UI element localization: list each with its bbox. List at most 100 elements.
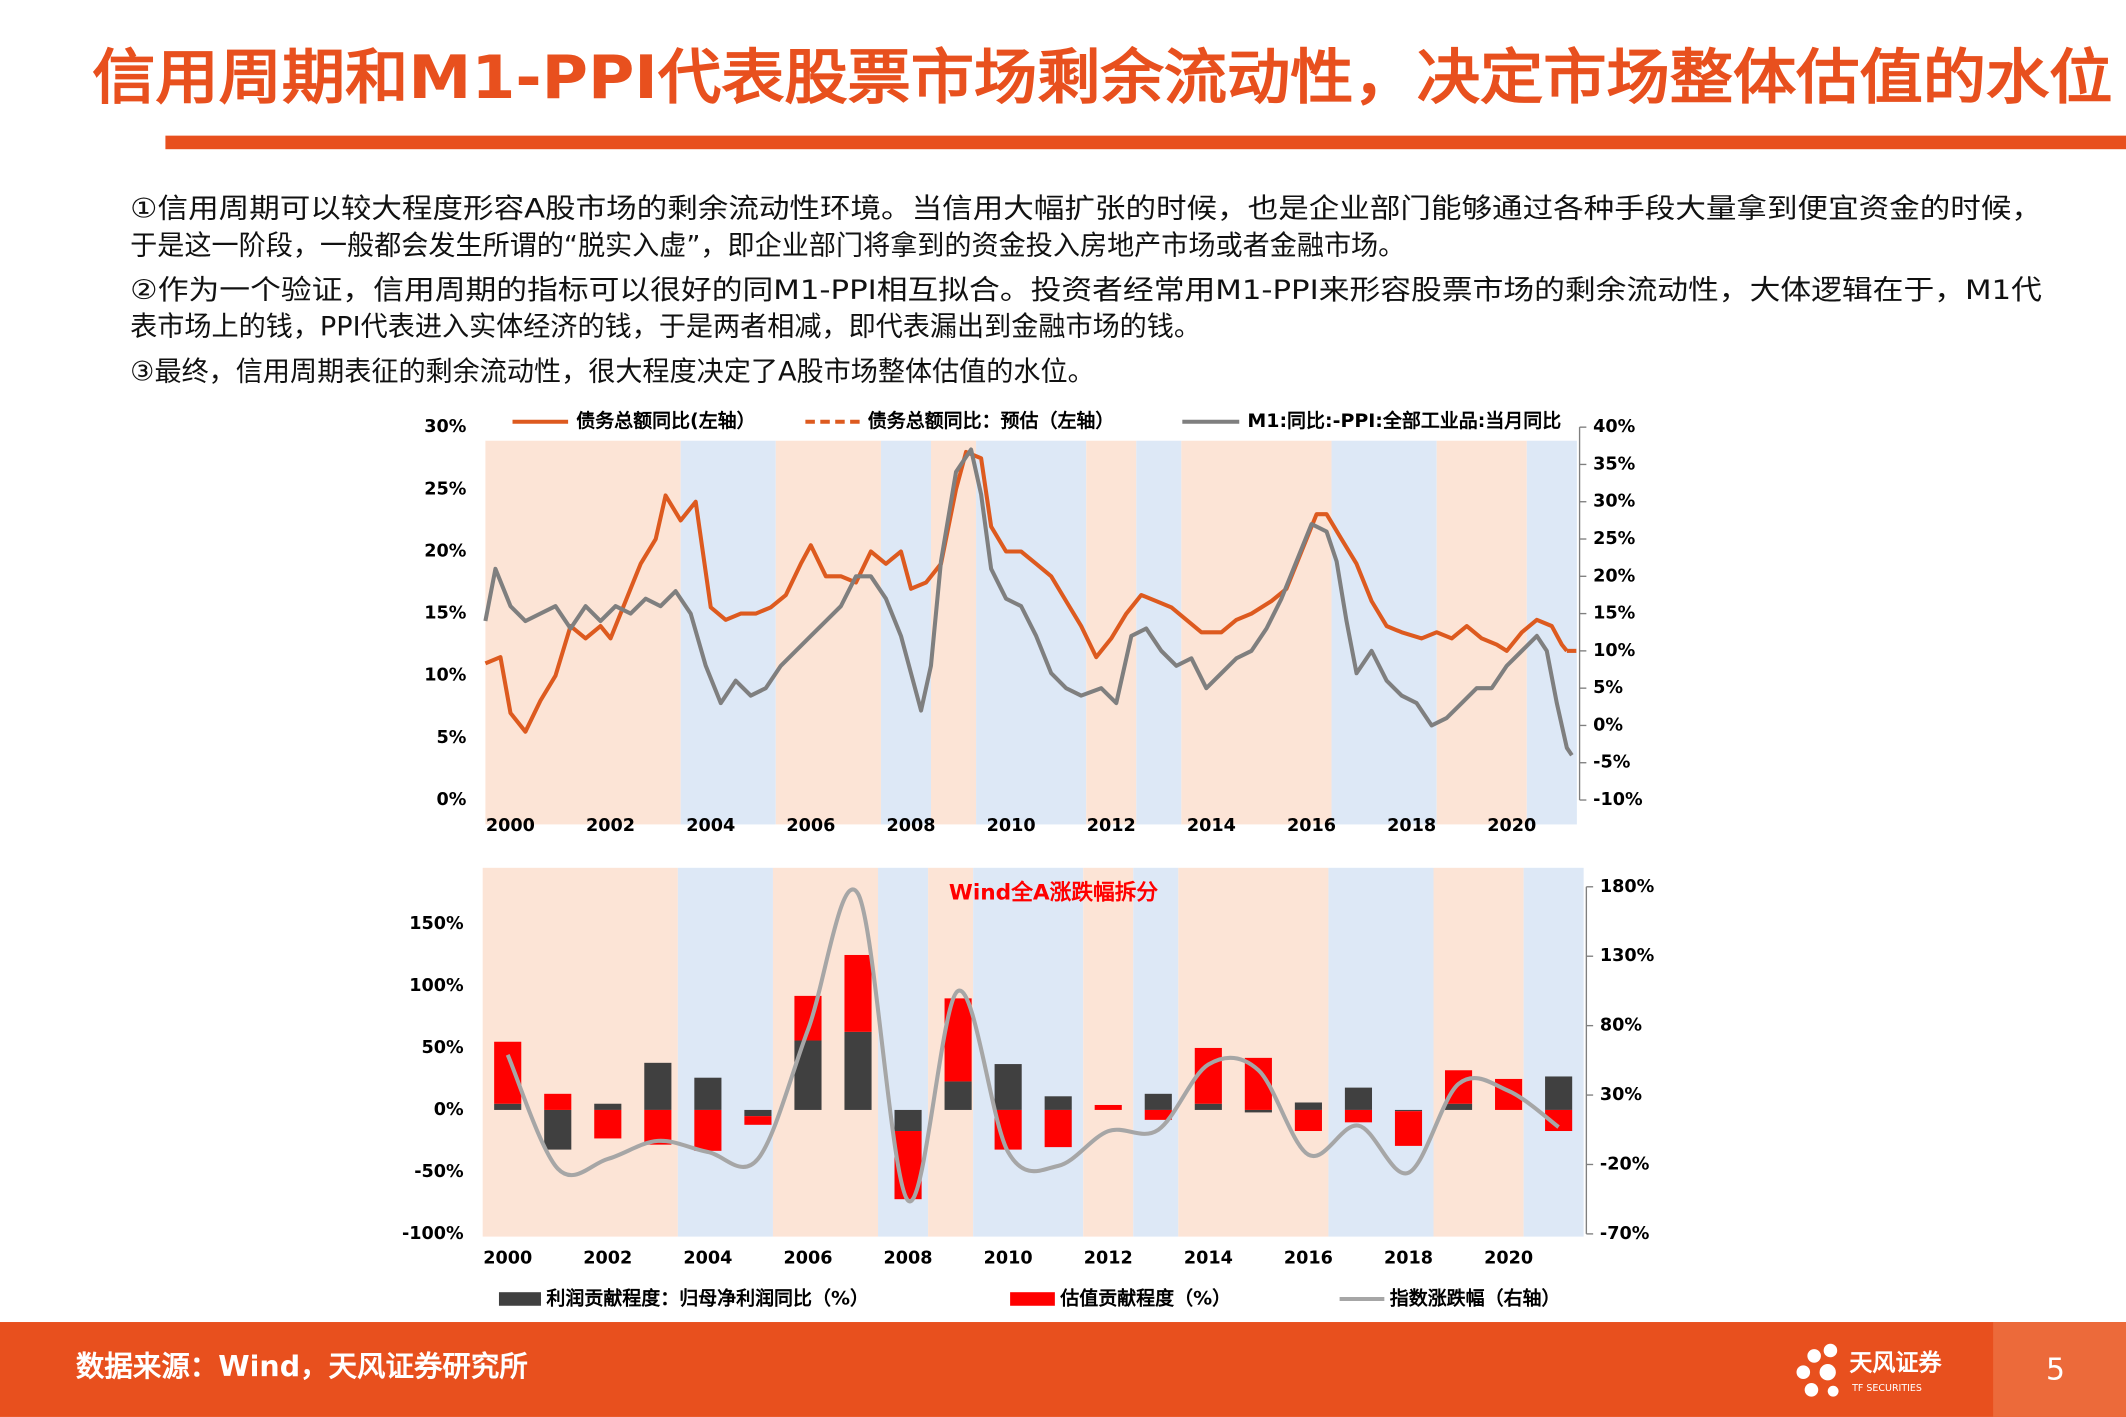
logo-subtext: TF SECURITIES xyxy=(1851,1383,1922,1394)
bar xyxy=(1194,1103,1222,1110)
y-tick-label: 20% xyxy=(424,541,467,561)
bar xyxy=(1394,1109,1423,1112)
bar xyxy=(1344,1109,1373,1123)
x-tick-label: 2012 xyxy=(1087,816,1136,836)
title-underline xyxy=(165,135,2126,150)
x-tick-label: 2010 xyxy=(984,1248,1033,1268)
bar xyxy=(1144,1093,1172,1110)
bar xyxy=(544,1093,572,1110)
bar xyxy=(1244,1109,1272,1113)
paragraph-line: 于是这一阶段，一般都会发生所谓的“脱实入虚”，即企业部门将拿到的资金投入房地产市… xyxy=(130,230,1405,261)
y2-tick-label: 30% xyxy=(1593,492,1636,512)
bar xyxy=(894,1109,922,1132)
y-tick-label: 50% xyxy=(422,1038,465,1058)
y2-tick-label: 10% xyxy=(1593,641,1636,661)
line-series xyxy=(505,887,1560,1204)
legend-label: 估值贡献程度（%） xyxy=(1059,1286,1231,1309)
chart-title: Wind全A涨跌幅拆分 xyxy=(949,880,1159,906)
x-tick-label: 2012 xyxy=(1084,1248,1133,1268)
shaded-period xyxy=(880,440,932,825)
legend-swatch xyxy=(1010,1292,1055,1306)
shaded-period xyxy=(485,440,681,825)
x-tick-label: 2002 xyxy=(583,1248,632,1268)
shaded-period xyxy=(1086,440,1137,825)
bar xyxy=(1294,1109,1322,1132)
bar xyxy=(1545,1109,1573,1132)
bar xyxy=(744,1116,772,1125)
x-tick-label: 2004 xyxy=(686,816,735,836)
bar xyxy=(1444,1103,1473,1110)
paragraph-line: ①信用周期可以较大程度形容A股市场的剩余流动性环境。当信用大幅扩张的时候，也是企… xyxy=(130,194,2042,225)
y-tick-label: -100% xyxy=(402,1224,464,1244)
shaded-period xyxy=(976,440,1087,825)
legend-label: 指数涨跌幅（右轴） xyxy=(1390,1286,1561,1309)
paragraph-line: ③最终，信用周期表征的剩余流动性，很大程度决定了A股市场整体估值的水位。 xyxy=(130,356,1095,387)
shaded-period xyxy=(1136,440,1182,825)
y2-tick-label: 180% xyxy=(1600,877,1655,897)
y-tick-label: -50% xyxy=(414,1162,464,1182)
y-tick-label: 25% xyxy=(424,479,467,499)
shaded-period xyxy=(973,867,1084,1237)
x-tick-label: 2014 xyxy=(1184,1248,1233,1268)
y2-tick-label: 0% xyxy=(1593,715,1623,735)
x-tick-label: 2006 xyxy=(786,816,835,836)
shaded-period xyxy=(1436,440,1527,825)
bar xyxy=(494,1041,522,1104)
y-tick-label: 30% xyxy=(424,417,467,437)
y2-tick-label: 15% xyxy=(1593,604,1636,624)
bar xyxy=(644,1062,672,1110)
x-tick-label: 2000 xyxy=(483,1248,532,1268)
logo-text: 天风证券 xyxy=(1849,1350,1942,1377)
bar xyxy=(744,1109,772,1117)
bar xyxy=(1144,1109,1172,1120)
footer-page-box xyxy=(1993,1322,2126,1417)
legend-label: M1:同比:-PPI:全部工业品:当月同比 xyxy=(1247,409,1561,432)
bar xyxy=(694,1109,722,1151)
y2-tick-label: 40% xyxy=(1593,417,1636,437)
paragraph-line: 表市场上的钱，PPI代表进入实体经济的钱，于是两者相减，即代表漏出到金融市场的钱… xyxy=(130,312,1201,343)
shaded-period xyxy=(1083,867,1134,1237)
slide-title: 信用周期和M1-PPI代表股票市场剩余流动性，决定市场整体估值的水位 xyxy=(92,44,2112,113)
line-series xyxy=(483,447,1574,757)
x-tick-label: 2016 xyxy=(1287,816,1336,836)
y2-tick-label: 5% xyxy=(1593,678,1623,698)
y-tick-label: 0% xyxy=(434,1100,464,1120)
y2-tick-label: 35% xyxy=(1593,454,1636,474)
x-tick-label: 2006 xyxy=(783,1248,832,1268)
x-tick-label: 2020 xyxy=(1487,816,1536,836)
x-tick-label: 2010 xyxy=(987,816,1036,836)
paragraph-line: ②作为一个验证，信用周期的指标可以很好的同M1-PPI相互拟合。投资者经常用M1… xyxy=(130,275,2042,306)
footer-band xyxy=(0,1322,2126,1417)
bar xyxy=(1094,1104,1122,1110)
shaded-period xyxy=(1523,867,1584,1237)
y-tick-label: 15% xyxy=(424,604,467,624)
y2-tick-label: 30% xyxy=(1600,1085,1643,1105)
bar xyxy=(844,1031,872,1110)
y-tick-label: 0% xyxy=(437,790,467,810)
line-series xyxy=(484,449,1569,734)
y2-tick-label: 80% xyxy=(1600,1016,1643,1036)
bar xyxy=(494,1103,522,1110)
y2-tick-label: -10% xyxy=(1593,790,1643,810)
bar xyxy=(944,1081,972,1110)
x-tick-label: 2016 xyxy=(1284,1248,1333,1268)
bar xyxy=(544,1109,572,1150)
x-tick-label: 2008 xyxy=(884,1248,933,1268)
x-tick-label: 2018 xyxy=(1387,816,1436,836)
source-note: 数据来源：Wind，天风证券研究所 xyxy=(76,1350,528,1383)
bar xyxy=(594,1109,622,1139)
shaded-period xyxy=(677,867,773,1237)
y-tick-label: 150% xyxy=(409,914,464,934)
shaded-period xyxy=(1133,867,1179,1237)
y2-tick-label: -70% xyxy=(1600,1224,1650,1244)
x-tick-label: 2000 xyxy=(486,816,535,836)
bar xyxy=(1344,1087,1373,1110)
x-tick-label: 2002 xyxy=(586,816,635,836)
legend-swatch xyxy=(498,1292,541,1306)
bar xyxy=(844,954,872,1032)
legend-label: 利润贡献程度：归母净利润同比（%） xyxy=(546,1286,869,1309)
shaded-period xyxy=(1433,867,1524,1237)
y2-tick-label: -20% xyxy=(1600,1154,1650,1174)
